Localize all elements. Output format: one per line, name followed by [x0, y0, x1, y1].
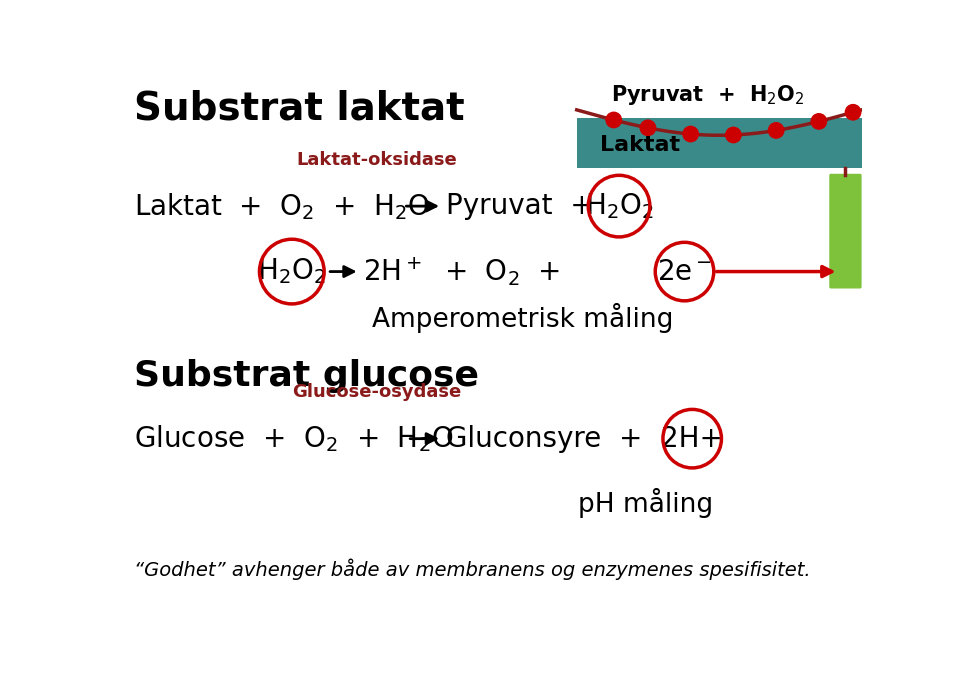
- Circle shape: [726, 127, 741, 142]
- Text: H$_2$O$_2$: H$_2$O$_2$: [257, 256, 326, 287]
- Text: H$_2$O$_2$: H$_2$O$_2$: [585, 191, 654, 221]
- Text: Amperometrisk måling: Amperometrisk måling: [372, 303, 674, 333]
- Circle shape: [683, 126, 698, 142]
- FancyBboxPatch shape: [829, 173, 861, 289]
- Circle shape: [846, 104, 861, 120]
- Text: Glucose  +  O$_2$  +  H$_2$O: Glucose + O$_2$ + H$_2$O: [134, 424, 453, 454]
- Text: Substrat glucose: Substrat glucose: [134, 359, 479, 392]
- Circle shape: [606, 112, 621, 128]
- Text: Pyruvat  +  H$_2$O$_2$: Pyruvat + H$_2$O$_2$: [611, 83, 804, 107]
- Text: “Godhet” avhenger både av membranens og enzymenes spesifisitet.: “Godhet” avhenger både av membranens og …: [134, 559, 810, 580]
- Text: Laktat  +  O$_2$  +  H$_2$O: Laktat + O$_2$ + H$_2$O: [134, 191, 430, 222]
- Text: pH måling: pH måling: [579, 488, 713, 518]
- Text: Substrat laktat: Substrat laktat: [134, 89, 465, 127]
- Text: 2H+: 2H+: [661, 425, 723, 453]
- Circle shape: [768, 123, 783, 138]
- Circle shape: [811, 114, 827, 129]
- Text: Gluconsyre  +: Gluconsyre +: [445, 425, 642, 453]
- Text: 2e$^-$: 2e$^-$: [657, 258, 712, 285]
- Circle shape: [640, 120, 656, 135]
- Bar: [577, 117, 861, 168]
- Text: Laktat: Laktat: [600, 135, 680, 155]
- Text: Laktat-oksidase: Laktat-oksidase: [296, 151, 457, 169]
- Text: Pyruvat  +: Pyruvat +: [445, 192, 593, 220]
- Text: Glucose-osydase: Glucose-osydase: [292, 383, 461, 401]
- Text: 2H$^+$  +  O$_2$  +: 2H$^+$ + O$_2$ +: [364, 255, 561, 288]
